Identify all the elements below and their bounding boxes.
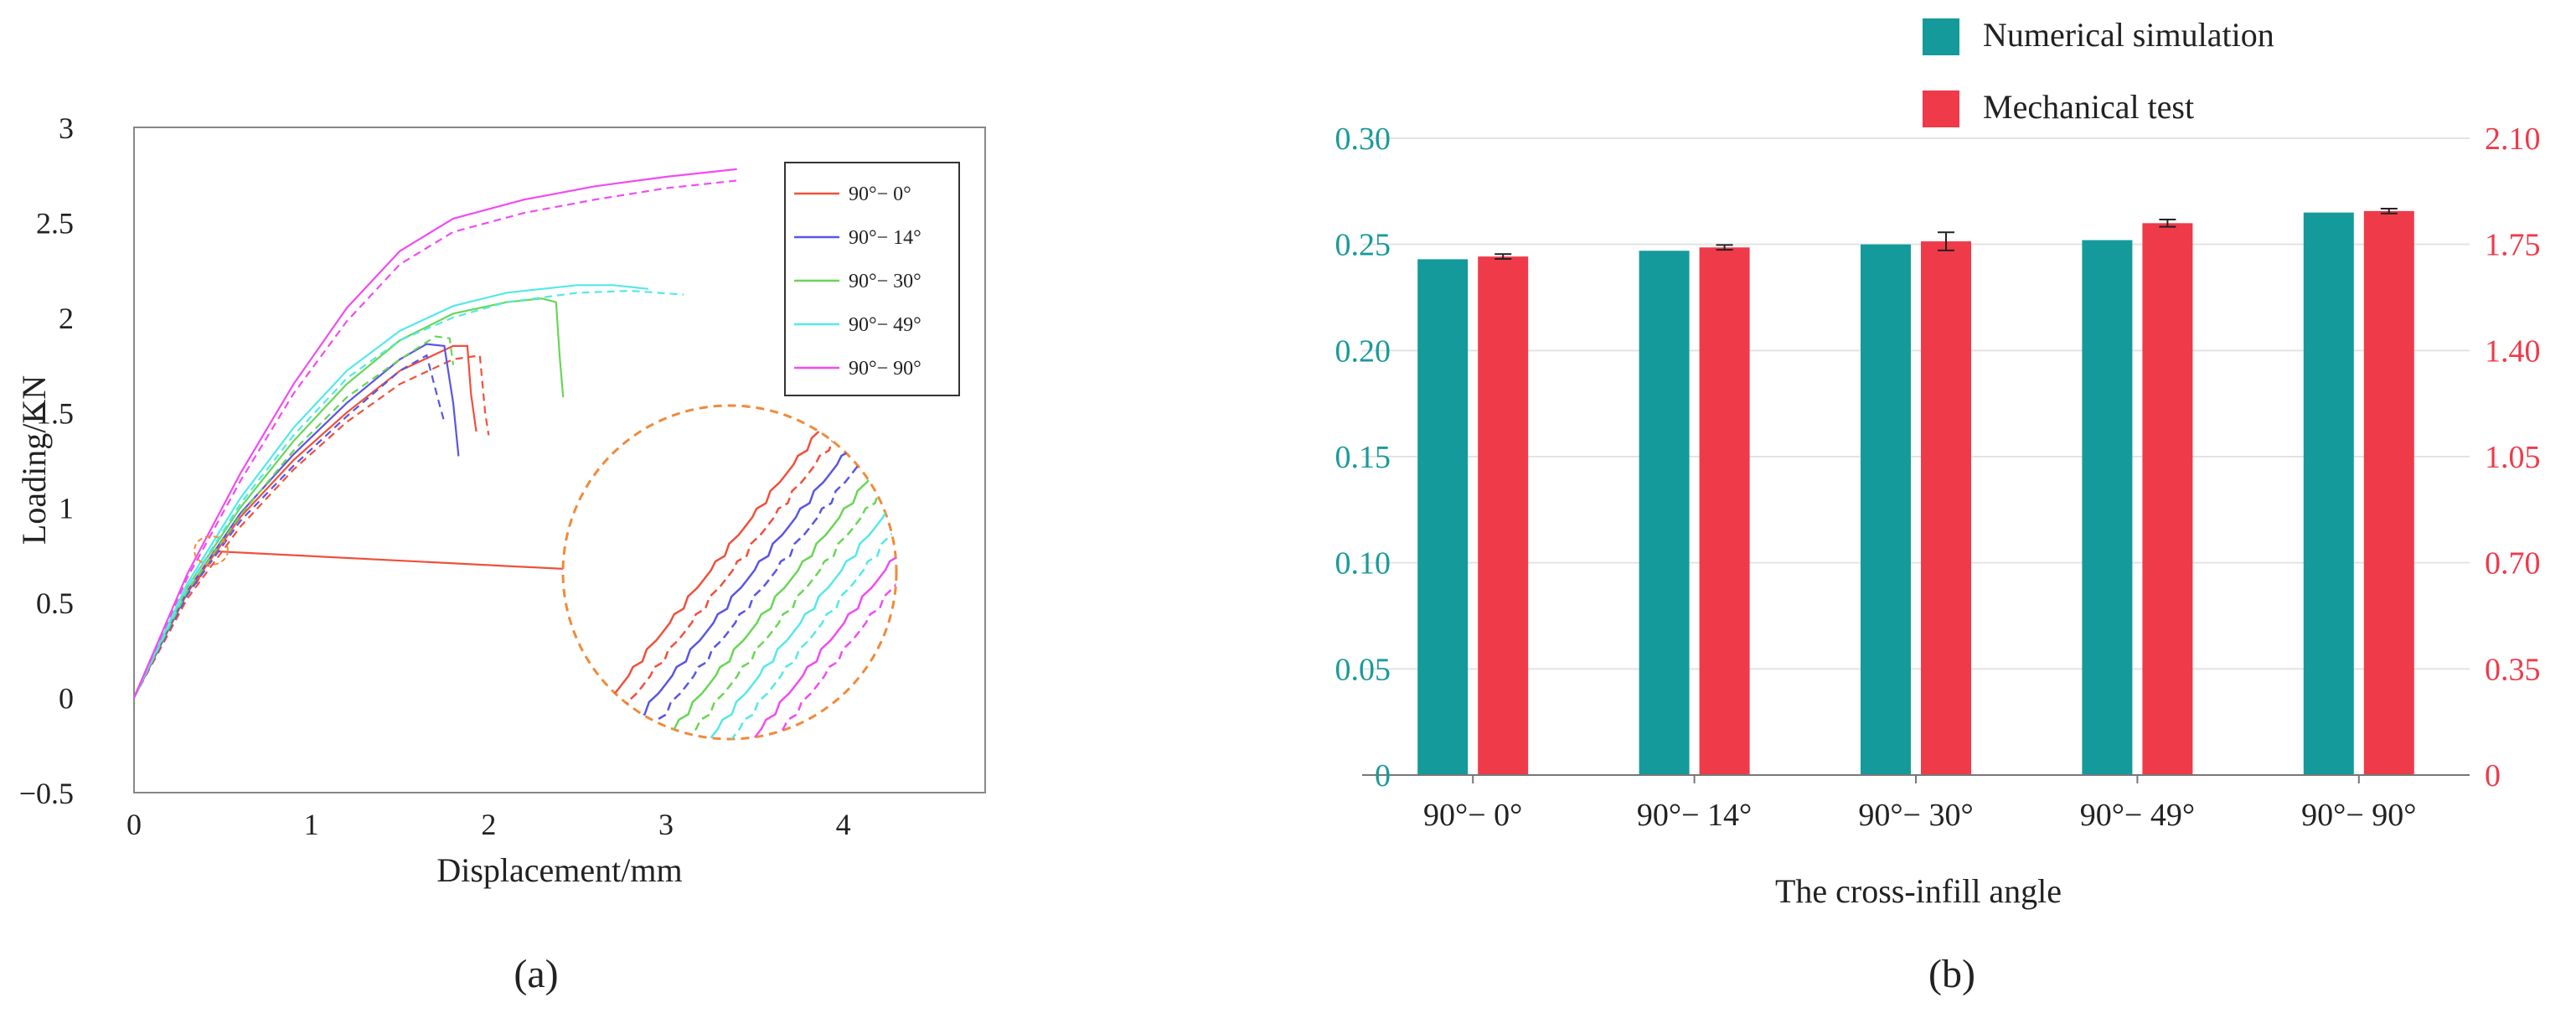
bar-numerical-simulation	[2082, 240, 2133, 776]
y-axis-label-a: Loading/KN	[15, 375, 53, 545]
inset-circle	[561, 404, 898, 741]
magnified-inset	[561, 404, 898, 741]
x-tick-label-a: 3	[658, 808, 674, 841]
x-tick-label-a: 2	[481, 808, 496, 841]
legend-a-label-4: 90°− 90°	[849, 358, 921, 380]
y-tick-label-a: 1.5	[36, 396, 74, 430]
inset-series-3-dashed	[730, 406, 896, 739]
series-0-solid-line	[133, 344, 478, 699]
bar-mechanical-test	[2142, 223, 2193, 775]
zoom-marker	[194, 535, 229, 566]
inset-series-3-solid	[708, 406, 896, 739]
bar-mechanical-test	[1699, 247, 1750, 775]
left-tick-label-b: 0.20	[1335, 333, 1391, 369]
series-1-dashed-line	[133, 354, 446, 699]
legend-b-label-1: Mechanical test	[1983, 88, 2194, 126]
y-tick-label-a: 3	[59, 111, 74, 145]
inset-series-0-dashed	[599, 406, 876, 739]
panel-label-a: (a)	[514, 952, 558, 996]
plot-a-frame	[133, 127, 986, 793]
left-tick-label-b: 0.30	[1335, 121, 1391, 157]
right-tick-label-b: 0.70	[2485, 546, 2541, 581]
left-tick-label-b: 0.05	[1335, 652, 1391, 687]
category-label-b: 90°− 14°	[1637, 798, 1752, 833]
series-1-solid-line	[133, 343, 460, 699]
legend-a-label-2: 90°− 30°	[849, 271, 921, 292]
category-label-b: 90°− 0°	[1423, 798, 1522, 833]
legend-b-swatch-0	[1923, 18, 1959, 55]
category-label-b: 90°− 30°	[1858, 798, 1973, 833]
x-tick-label-a: 1	[304, 808, 319, 841]
series-2-solid-line	[133, 297, 565, 699]
inset-series-4-solid	[751, 406, 896, 739]
category-label-b: 90°− 49°	[2080, 798, 2195, 833]
bar-mechanical-test	[2363, 210, 2414, 775]
left-tick-label-b: 0.15	[1335, 440, 1391, 475]
series-4-solid-line	[132, 168, 737, 699]
y-tick-label-a: 1	[59, 492, 74, 525]
inset-series-1-dashed	[643, 406, 896, 739]
x-tick-label-a: 4	[836, 808, 851, 841]
right-tick-label-b: 0.35	[2485, 652, 2541, 687]
right-tick-label-b: 1.05	[2485, 440, 2541, 475]
legend-a-label-3: 90°− 49°	[849, 314, 921, 336]
y-tick-label-a: 2	[59, 302, 74, 335]
right-tick-label-b: 2.10	[2485, 121, 2541, 157]
legend-b-label-0: Numerical simulation	[1983, 16, 2274, 54]
legend-a-label-1: 90°− 14°	[849, 227, 921, 249]
legend-b-swatch-1	[1923, 90, 1959, 127]
left-tick-label-b: 0.25	[1335, 228, 1391, 263]
series-3-dashed-line	[133, 289, 684, 699]
bar-numerical-simulation	[2303, 212, 2354, 775]
y-tick-label-a: −0.5	[19, 777, 74, 810]
inset-series-0-solid	[577, 406, 854, 739]
bar-mechanical-test	[1921, 241, 1971, 775]
y-tick-label-a: 2.5	[36, 206, 74, 240]
bar-numerical-simulation	[1861, 244, 1911, 776]
left-tick-label-b: 0.10	[1335, 546, 1391, 581]
series-0-dashed-line	[133, 354, 490, 699]
series-3-solid-line	[133, 284, 648, 699]
bar-numerical-simulation	[1639, 251, 1690, 775]
legend-a: 90°− 0° 90°− 14° 90°− 30° 90°− 49° 90°− 90°	[784, 162, 960, 396]
bar-mechanical-test	[1478, 256, 1529, 776]
bar-numerical-simulation	[1417, 259, 1469, 775]
x-axis-label-b: The cross-infill angle	[1775, 872, 2062, 910]
y-tick-label-a: 0.5	[36, 587, 74, 620]
legend-b: Numerical simulation Mechanical test	[1923, 16, 2274, 127]
right-tick-label-b: 0	[2485, 758, 2501, 793]
x-axis-label-a: Displacement/mm	[436, 851, 682, 889]
legend-a-label-0: 90°− 0°	[849, 183, 911, 205]
left-tick-label-b: 0	[1375, 758, 1391, 793]
series-4-dashed-line	[132, 179, 737, 699]
x-tick-label-a: 0	[126, 808, 142, 841]
right-tick-label-b: 1.40	[2485, 333, 2541, 369]
category-label-b: 90°− 90°	[2301, 798, 2416, 833]
inset-series-2-dashed	[686, 406, 896, 739]
right-tick-label-b: 1.75	[2485, 228, 2541, 263]
panel-b-bar-chart: 0 0.05 0.10 0.15 0.20 0.25 0.30 0 0.35 0.70 1.05 1…	[1335, 16, 2541, 996]
y-tick-label-a: 0	[59, 682, 74, 716]
panel-label-b: (b)	[1928, 952, 1975, 996]
legend-a-box	[784, 162, 960, 396]
series-2-dashed-line	[133, 335, 455, 699]
